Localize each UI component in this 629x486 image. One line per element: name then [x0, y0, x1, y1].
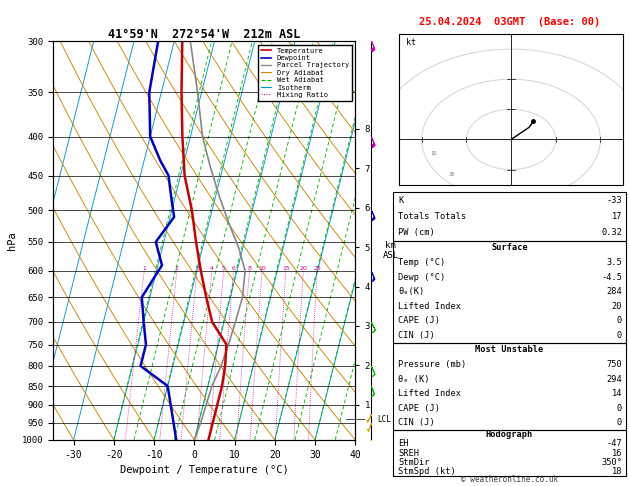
Text: -47: -47 [606, 439, 622, 449]
Text: 25: 25 [313, 266, 321, 271]
Text: StmDir: StmDir [398, 458, 430, 467]
Text: 350°: 350° [601, 458, 622, 467]
Text: 0: 0 [617, 418, 622, 427]
Text: 5: 5 [222, 266, 226, 271]
Text: 3.5: 3.5 [606, 258, 622, 267]
Text: kt: kt [406, 37, 416, 47]
Text: 25.04.2024  03GMT  (Base: 00): 25.04.2024 03GMT (Base: 00) [419, 17, 600, 27]
Text: 0: 0 [617, 331, 622, 340]
Text: Surface: Surface [491, 243, 528, 252]
Text: 10: 10 [431, 151, 437, 156]
Y-axis label: km
ASL: km ASL [382, 241, 399, 260]
Text: Hodograph: Hodograph [486, 430, 533, 439]
Text: 0.32: 0.32 [601, 228, 622, 237]
Text: 0: 0 [617, 404, 622, 413]
Text: 15: 15 [282, 266, 290, 271]
Text: EH: EH [398, 439, 409, 449]
Text: 6: 6 [231, 266, 235, 271]
Text: Totals Totals: Totals Totals [398, 212, 467, 221]
Text: 18: 18 [611, 467, 622, 476]
Text: StmSpd (kt): StmSpd (kt) [398, 467, 456, 476]
Text: Lifted Index: Lifted Index [398, 389, 461, 398]
Text: θₑ(K): θₑ(K) [398, 287, 425, 296]
Text: CIN (J): CIN (J) [398, 331, 435, 340]
Text: 3: 3 [195, 266, 199, 271]
Text: 16: 16 [611, 449, 622, 458]
Text: 20: 20 [448, 172, 455, 176]
Text: CAPE (J): CAPE (J) [398, 316, 440, 325]
Text: CIN (J): CIN (J) [398, 418, 435, 427]
Title: 41°59'N  272°54'W  212m ASL: 41°59'N 272°54'W 212m ASL [108, 28, 301, 41]
Text: 10: 10 [259, 266, 266, 271]
Text: CAPE (J): CAPE (J) [398, 404, 440, 413]
Text: Most Unstable: Most Unstable [476, 346, 543, 354]
Text: © weatheronline.co.uk: © weatheronline.co.uk [461, 474, 558, 484]
Y-axis label: hPa: hPa [7, 231, 17, 250]
Legend: Temperature, Dewpoint, Parcel Trajectory, Dry Adiabat, Wet Adiabat, Isotherm, Mi: Temperature, Dewpoint, Parcel Trajectory… [258, 45, 352, 101]
Text: 2: 2 [175, 266, 179, 271]
Text: Pressure (mb): Pressure (mb) [398, 360, 467, 369]
Text: 17: 17 [611, 212, 622, 221]
Text: K: K [398, 195, 403, 205]
Text: 8: 8 [247, 266, 252, 271]
Text: 0: 0 [617, 316, 622, 325]
Text: LCL: LCL [377, 415, 391, 424]
Text: 750: 750 [606, 360, 622, 369]
Text: 294: 294 [606, 375, 622, 383]
Text: -4.5: -4.5 [601, 273, 622, 281]
Text: 20: 20 [611, 302, 622, 311]
Text: Lifted Index: Lifted Index [398, 302, 461, 311]
Text: Dewp (°C): Dewp (°C) [398, 273, 445, 281]
Text: 14: 14 [611, 389, 622, 398]
Text: 20: 20 [299, 266, 307, 271]
Text: 1: 1 [142, 266, 146, 271]
Text: 4: 4 [210, 266, 214, 271]
Text: θₑ (K): θₑ (K) [398, 375, 430, 383]
Text: PW (cm): PW (cm) [398, 228, 435, 237]
Text: -33: -33 [606, 195, 622, 205]
Text: Temp (°C): Temp (°C) [398, 258, 445, 267]
X-axis label: Dewpoint / Temperature (°C): Dewpoint / Temperature (°C) [120, 465, 289, 475]
Text: SREH: SREH [398, 449, 419, 458]
Text: 284: 284 [606, 287, 622, 296]
